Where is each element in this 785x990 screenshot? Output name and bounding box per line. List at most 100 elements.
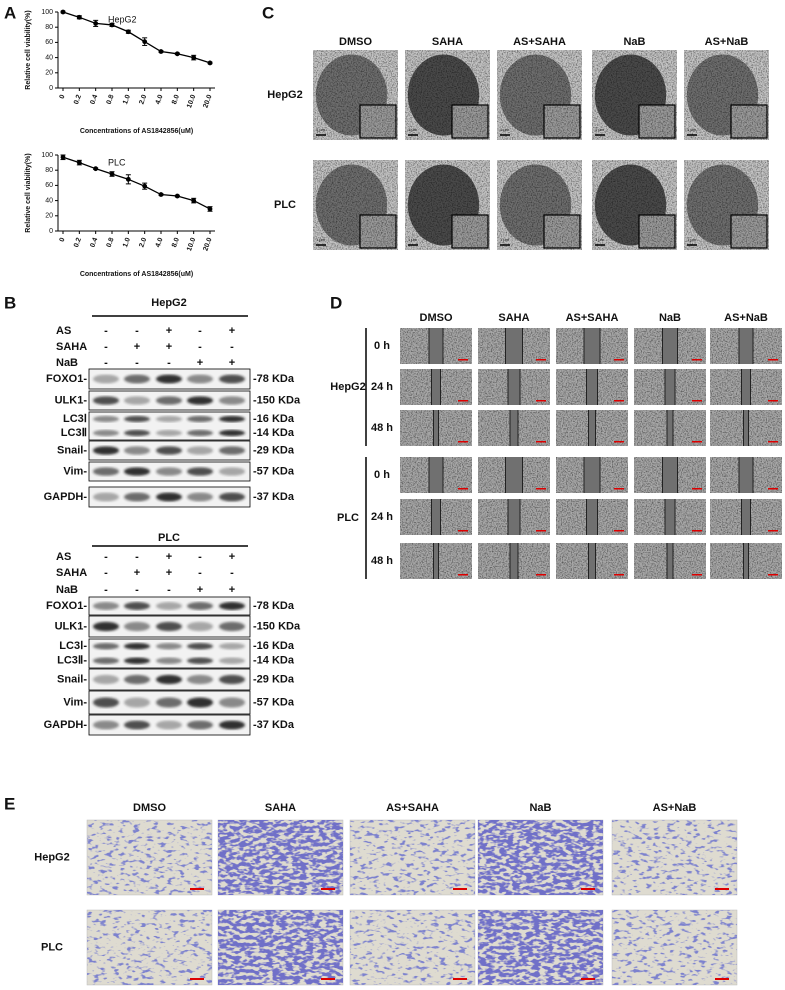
y-axis-label: Relative cell viability(%)	[25, 10, 32, 89]
y-tick-label: 40	[45, 197, 53, 204]
scale-label: 1 μm	[316, 127, 326, 132]
band	[93, 657, 119, 664]
band-size: -150 KDa	[253, 620, 301, 632]
band	[93, 643, 119, 650]
row-label: HepG2	[267, 89, 302, 101]
band-size: -78 KDa	[253, 373, 295, 385]
column-header: AS+SAHA	[386, 802, 439, 814]
treatment-sign: -	[167, 584, 171, 596]
band-label: LC3Ⅰ-	[59, 640, 87, 652]
scale-bar	[692, 530, 702, 532]
scale-bar	[768, 574, 778, 576]
y-tick-label: 100	[41, 152, 53, 159]
band	[124, 697, 150, 708]
treatment-sign: -	[230, 341, 234, 353]
column-header: NaB	[623, 36, 645, 48]
x-tick-label: 0.2	[73, 237, 83, 249]
band-size: -14 KDa	[253, 655, 295, 667]
band	[156, 643, 182, 650]
scale-bar	[614, 574, 624, 576]
band	[124, 621, 150, 632]
time-label: 0 h	[374, 469, 390, 481]
column-header: AS+NaB	[724, 312, 768, 324]
scale-label: 1 μm	[408, 237, 418, 242]
treatment-sign: +	[197, 584, 203, 596]
scale-bar	[692, 359, 702, 361]
data-point	[174, 193, 180, 199]
band-size: -29 KDa	[253, 444, 295, 456]
x-tick-label: 2.0	[138, 94, 148, 106]
band	[156, 396, 182, 405]
band	[187, 657, 213, 664]
scratch-gap	[743, 543, 749, 579]
scale-bar	[458, 574, 468, 576]
y-tick-label: 60	[45, 39, 53, 46]
scale-label: 1 μm	[408, 127, 418, 132]
band-size: -57 KDa	[253, 696, 295, 708]
tem-inset-texture	[452, 215, 488, 248]
band	[219, 657, 245, 664]
scale-label: 1 μm	[687, 127, 697, 132]
annotation: PLC	[108, 157, 126, 167]
band-label: FOXO1-	[46, 600, 87, 612]
band	[93, 374, 119, 384]
scale-bar	[581, 978, 595, 980]
blot-title: PLC	[158, 532, 180, 544]
band	[219, 396, 245, 405]
scale-label: 1 μm	[595, 127, 605, 132]
treatment-sign: -	[167, 357, 171, 369]
scale-bar	[536, 488, 546, 490]
band	[93, 467, 119, 476]
band	[124, 643, 150, 650]
transwell-cells	[612, 820, 737, 895]
band	[219, 621, 245, 632]
band	[156, 374, 182, 384]
scale-label: 1 μm	[595, 237, 605, 242]
scale-label: 1 μm	[316, 237, 326, 242]
y-tick-label: 100	[41, 9, 53, 16]
scratch-gap	[510, 543, 518, 579]
scratch-gap	[431, 499, 441, 535]
column-header: AS+SAHA	[566, 312, 619, 324]
band	[187, 697, 213, 708]
scale-bar	[768, 488, 778, 490]
treatment-label: AS	[56, 551, 71, 563]
x-tick-label: 0.8	[106, 94, 116, 106]
band	[187, 492, 213, 502]
group-label: HepG2	[330, 381, 365, 393]
band	[93, 396, 119, 405]
band	[219, 446, 245, 455]
data-point	[142, 39, 148, 45]
panel-label: B	[4, 293, 16, 312]
scratch-gap	[433, 410, 439, 446]
scratch-gap	[588, 543, 596, 579]
x-tick-label: 4.0	[155, 237, 165, 249]
x-tick-label: 20.0	[202, 237, 213, 252]
band-label: GAPDH-	[44, 719, 88, 731]
column-header: NaB	[529, 802, 551, 814]
x-tick-label: 0.2	[73, 94, 83, 106]
data-point	[93, 21, 99, 26]
tem-inset-texture	[360, 105, 396, 138]
band-label: GAPDH-	[44, 491, 88, 503]
band-size: -37 KDa	[253, 719, 295, 731]
data-point	[76, 14, 82, 20]
transwell-cells	[218, 820, 343, 895]
treatment-sign: +	[166, 325, 172, 337]
band	[156, 429, 182, 437]
scratch-gap	[743, 410, 749, 446]
band	[187, 621, 213, 632]
treatment-sign: +	[166, 341, 172, 353]
transwell-cells	[218, 910, 343, 985]
band	[219, 720, 245, 730]
scratch-gap	[662, 328, 678, 364]
scratch-gap	[739, 328, 753, 364]
time-label: 24 h	[371, 511, 393, 523]
scale-bar	[614, 400, 624, 402]
treatment-sign: -	[104, 357, 108, 369]
band	[93, 429, 119, 437]
band-label: Vim-	[63, 696, 87, 708]
treatment-label: NaB	[56, 584, 78, 596]
panel-label: C	[262, 3, 274, 22]
band	[219, 467, 245, 476]
